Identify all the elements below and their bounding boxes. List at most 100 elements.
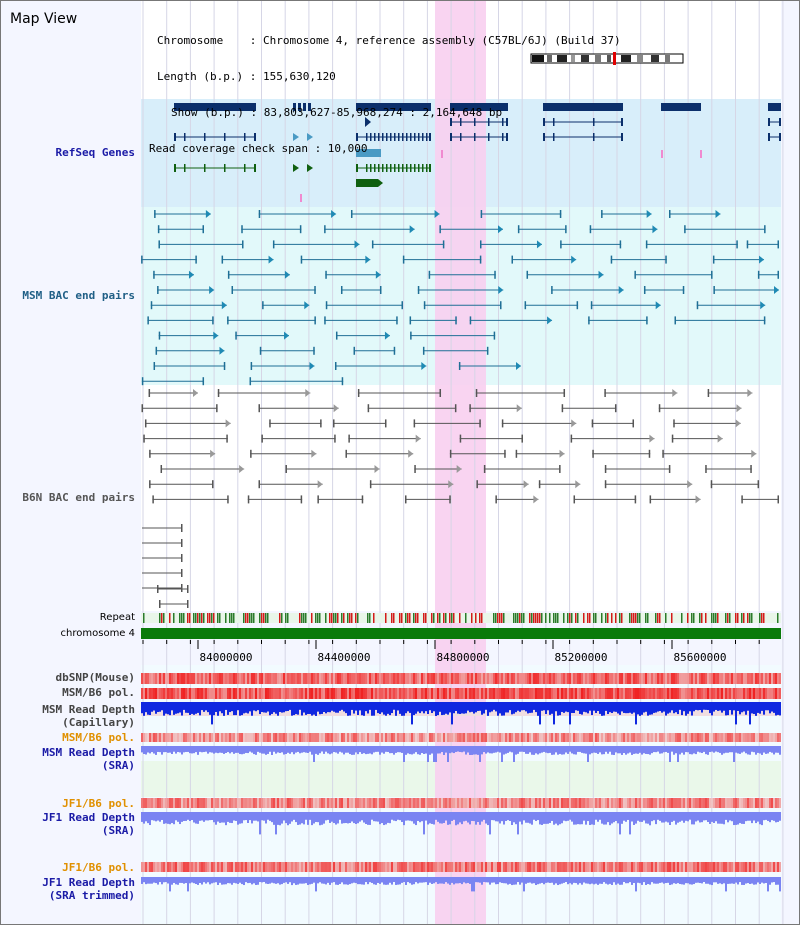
read-depth-bar xyxy=(475,812,477,825)
track-label-jf1-depth-trimmed[interactable]: JF1 Read Depth (SRA trimmed) xyxy=(42,876,135,902)
msm-bac-end-arrow xyxy=(421,362,427,370)
read-depth-bar xyxy=(735,812,737,825)
track-label-jf1-pol-trimmed[interactable]: JF1/B6 pol. xyxy=(62,861,135,874)
polymorphism-heat-cell xyxy=(283,688,285,699)
polymorphism-heat-cell xyxy=(309,862,311,872)
read-depth-bar xyxy=(297,746,299,752)
read-depth-bar xyxy=(203,702,205,712)
track-label-refseq[interactable]: RefSeq Genes xyxy=(55,146,135,159)
track-label-b6n-bac[interactable]: B6N BAC end pairs xyxy=(22,491,135,504)
polymorphism-heat-cell xyxy=(471,798,473,808)
polymorphism-heat-cell xyxy=(293,688,295,699)
polymorphism-heat-cell xyxy=(363,673,365,684)
read-depth-bar xyxy=(243,746,245,754)
read-depth-bar xyxy=(179,746,181,753)
track-label-msm-depth-sra[interactable]: MSM Read Depth (SRA) xyxy=(42,746,135,772)
polymorphism-heat-cell xyxy=(667,673,669,684)
polymorphism-heat-cell xyxy=(299,673,301,684)
polymorphism-heat-cell xyxy=(427,733,429,742)
read-depth-bar xyxy=(309,746,311,752)
read-depth-bar xyxy=(319,702,321,715)
track-label-chromosome[interactable]: chromosome 4 xyxy=(60,628,135,639)
msm-bac-end xyxy=(696,301,699,310)
read-depth-bar xyxy=(507,702,509,713)
read-depth-bar xyxy=(263,746,265,754)
repeat-element xyxy=(541,613,543,623)
read-depth-bar xyxy=(593,812,595,825)
track-label-msm-depth-capillary[interactable]: MSM Read Depth (Capillary) xyxy=(42,703,135,729)
polymorphism-heat-cell xyxy=(713,733,715,742)
read-depth-bar xyxy=(151,877,153,884)
repeat-element xyxy=(159,613,161,623)
polymorphism-heat-cell xyxy=(519,733,521,742)
refseq-exon xyxy=(414,164,416,172)
read-depth-bar xyxy=(293,702,295,716)
polymorphism-heat-cell xyxy=(515,673,517,684)
msm-bac-end-arrow xyxy=(760,301,766,310)
polymorphism-heat-cell xyxy=(277,798,279,808)
polymorphism-heat-cell xyxy=(679,673,681,684)
read-depth-bar xyxy=(387,812,389,823)
read-depth-bar xyxy=(393,812,395,821)
read-depth-bar xyxy=(417,746,419,755)
track-label-dbsnp[interactable]: dbSNP(Mouse) xyxy=(55,671,135,684)
polymorphism-heat-cell xyxy=(775,673,777,684)
polymorphism-heat-cell xyxy=(213,733,215,742)
polymorphism-heat-cell xyxy=(355,733,357,742)
polymorphism-heat-cell xyxy=(771,688,773,699)
polymorphism-heat-cell xyxy=(713,862,715,872)
repeat-element xyxy=(315,613,317,623)
read-depth-bar xyxy=(415,702,417,714)
read-depth-bar xyxy=(357,746,359,755)
polymorphism-heat-cell xyxy=(333,862,335,872)
polymorphism-heat-cell xyxy=(301,862,303,872)
polymorphism-heat-cell xyxy=(271,798,273,808)
read-depth-bar xyxy=(563,877,565,883)
refseq-exon xyxy=(460,133,462,141)
read-depth-bar xyxy=(501,702,503,716)
track-label-jf1-pol[interactable]: JF1/B6 pol. xyxy=(62,797,135,810)
polymorphism-heat-cell xyxy=(745,798,747,808)
polymorphism-heat-cell xyxy=(409,688,411,699)
polymorphism-heat-cell xyxy=(447,798,449,808)
polymorphism-heat-cell xyxy=(649,862,651,872)
read-depth-bar xyxy=(171,746,173,755)
read-depth-bar xyxy=(475,702,477,713)
polymorphism-heat-cell xyxy=(491,688,493,699)
polymorphism-heat-cell xyxy=(641,798,643,808)
polymorphism-heat-cell xyxy=(737,688,739,699)
refseq-exon xyxy=(543,133,545,141)
read-depth-bar xyxy=(305,877,307,884)
polymorphism-heat-cell xyxy=(327,688,329,699)
read-depth-bar xyxy=(199,702,201,716)
track-label-msm-pol[interactable]: MSM/B6 pol. xyxy=(62,686,135,699)
polymorphism-heat-cell xyxy=(671,673,673,684)
polymorphism-heat-cell xyxy=(369,673,371,684)
refseq-exon xyxy=(370,133,372,141)
track-label-msm-pol-sra[interactable]: MSM/B6 pol. xyxy=(62,731,135,744)
read-depth-bar xyxy=(143,702,145,716)
read-depth-bar xyxy=(643,877,645,883)
read-depth-bar xyxy=(677,877,679,884)
polymorphism-heat-cell xyxy=(309,688,311,699)
polymorphism-heat-cell xyxy=(325,862,327,872)
msm-bac-end xyxy=(157,225,160,234)
read-depth-bar xyxy=(775,746,777,753)
polymorphism-heat-cell xyxy=(159,673,161,684)
track-label-repeat[interactable]: Repeat xyxy=(99,612,135,623)
polymorphism-heat-cell xyxy=(233,673,235,684)
b6n-bac-end xyxy=(573,495,576,504)
read-depth-bar xyxy=(627,877,629,884)
polymorphism-heat-cell xyxy=(435,673,437,684)
polymorphism-heat-cell xyxy=(779,688,781,699)
read-depth-bar xyxy=(599,702,601,714)
track-label-msm-bac[interactable]: MSM BAC end pairs xyxy=(22,289,135,302)
read-depth-bar xyxy=(185,812,187,821)
polymorphism-heat-cell xyxy=(669,733,671,742)
read-depth-bar xyxy=(589,746,591,755)
polymorphism-heat-cell xyxy=(503,673,505,684)
track-label-jf1-depth-sra[interactable]: JF1 Read Depth (SRA) xyxy=(42,811,135,837)
polymorphism-heat-cell xyxy=(155,733,157,742)
read-depth-bar xyxy=(585,702,587,713)
